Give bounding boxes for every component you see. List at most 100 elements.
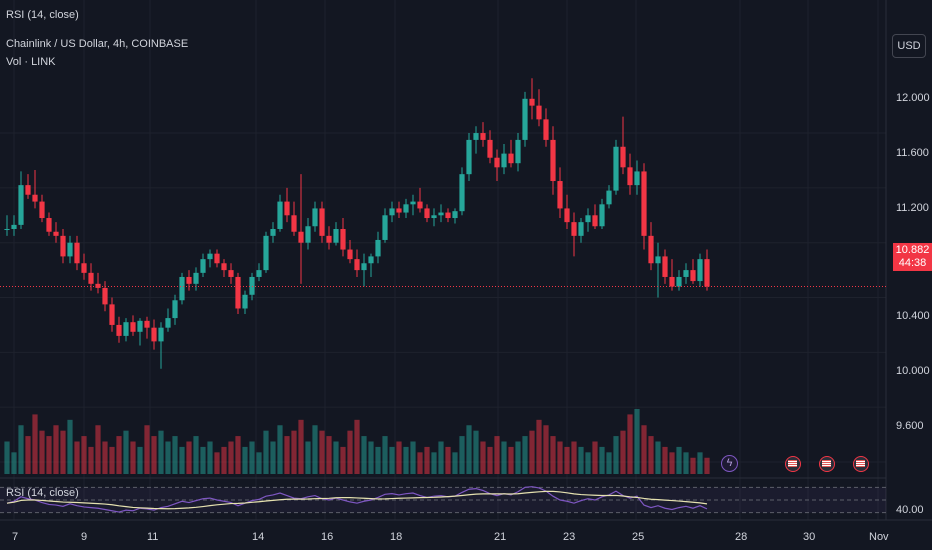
candle-body: [193, 272, 199, 284]
candle-body: [606, 190, 612, 205]
candle-body: [11, 224, 17, 229]
time-tick: 21: [494, 531, 507, 543]
candle-body: [116, 324, 122, 336]
candle-body: [172, 300, 178, 319]
candle-body: [25, 185, 31, 195]
volume-bar: [158, 430, 164, 474]
candle-body: [95, 283, 101, 288]
us-flag-icon[interactable]: [853, 456, 869, 472]
rsi-line: [6, 486, 708, 513]
rsi-pane-title[interactable]: RSI (14, close): [6, 487, 79, 499]
candle-body: [522, 98, 528, 140]
volume-bar: [151, 436, 157, 474]
candlestick-series: [4, 78, 710, 369]
volume-bar: [585, 452, 591, 474]
candle-body: [494, 157, 500, 168]
symbol-legend-title[interactable]: Chainlink / US Dollar, 4h, COINBASE: [6, 38, 189, 50]
volume-bar: [417, 452, 423, 474]
price-tick: 11.600: [896, 147, 929, 159]
candle-body: [508, 153, 514, 164]
candle-body: [368, 256, 374, 264]
candle-body: [319, 208, 325, 236]
volume-legend[interactable]: Vol · LINK: [6, 56, 56, 68]
volume-bar: [501, 441, 507, 474]
candle-body: [256, 270, 262, 277]
candle-body: [284, 201, 290, 216]
volume-bar: [291, 430, 297, 474]
volume-bar: [494, 436, 500, 474]
volume-bar: [480, 441, 486, 474]
volume-bar: [368, 441, 374, 474]
candle-body: [648, 235, 654, 264]
volume-bar: [389, 446, 395, 474]
volume-bar: [704, 457, 710, 474]
candle-body: [417, 201, 423, 209]
volume-bar: [473, 430, 479, 474]
volume-bar: [284, 436, 290, 474]
volume-bar: [221, 446, 227, 474]
candle-body: [81, 263, 87, 273]
volume-bar: [683, 452, 689, 474]
volume-bar: [18, 425, 24, 474]
candle-body: [536, 105, 542, 120]
candle-body: [18, 185, 24, 225]
volume-bar: [277, 425, 283, 474]
volume-bar: [382, 436, 388, 474]
volume-bar: [613, 436, 619, 474]
price-tick: 10.000: [896, 365, 930, 377]
volume-bar: [459, 436, 465, 474]
volume-bar: [592, 441, 598, 474]
currency-button[interactable]: USD: [892, 34, 926, 58]
volume-bar: [193, 436, 199, 474]
volume-bar: [242, 446, 248, 474]
volume-bar: [578, 446, 584, 474]
candle-body: [74, 242, 80, 264]
candle-body: [326, 235, 332, 243]
volume-bar: [403, 446, 409, 474]
candle-body: [697, 259, 703, 282]
volume-bar: [11, 452, 17, 474]
candle-body: [144, 320, 150, 328]
volume-bars: [4, 409, 710, 474]
candle-body: [459, 174, 465, 212]
candle-body: [270, 228, 276, 236]
time-tick: 7: [12, 531, 19, 543]
candle-body: [88, 272, 94, 284]
candle-body: [627, 167, 633, 186]
candle-body: [564, 208, 570, 223]
rsi-ma-line: [6, 490, 708, 510]
volume-bar: [620, 430, 626, 474]
candle-body: [46, 218, 52, 232]
volume-bar: [648, 436, 654, 474]
candle-body: [263, 235, 269, 271]
time-tick: 28: [735, 531, 748, 543]
candle-body: [403, 204, 409, 213]
candle-body: [655, 256, 661, 264]
lightning-icon[interactable]: ϟ: [721, 455, 738, 472]
candle-body: [4, 228, 10, 230]
candle-body: [557, 181, 563, 209]
volume-bar: [67, 419, 73, 474]
volume-bar: [375, 446, 381, 474]
candle-body: [67, 242, 73, 257]
candle-body: [396, 208, 402, 213]
candle-body: [39, 201, 45, 219]
rsi-indicator-title[interactable]: RSI (14, close): [6, 9, 79, 21]
volume-bar: [130, 441, 136, 474]
candle-body: [60, 235, 66, 257]
us-flag-icon[interactable]: [819, 456, 835, 472]
candle-body: [543, 119, 549, 140]
volume-bar: [347, 430, 353, 474]
us-flag-icon[interactable]: [785, 456, 801, 472]
volume-bar: [179, 446, 185, 474]
volume-bar: [228, 441, 234, 474]
volume-bar: [627, 414, 633, 474]
candle-body: [249, 276, 255, 295]
volume-bar: [452, 452, 458, 474]
candle-body: [382, 215, 388, 240]
candle-body: [473, 133, 479, 140]
volume-bar: [81, 436, 87, 474]
candle-body: [158, 327, 164, 342]
candle-body: [242, 294, 248, 309]
